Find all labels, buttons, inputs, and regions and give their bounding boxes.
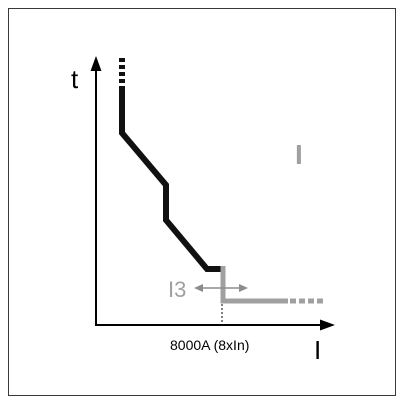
y-axis-label: t — [71, 64, 79, 94]
adjustment-arrow-icon — [194, 284, 248, 292]
trip-curve-line — [119, 88, 224, 272]
y-axis-arrowhead — [90, 56, 102, 71]
trip-curve — [119, 58, 224, 272]
x-axis-label: I — [314, 335, 321, 365]
instantaneous-curve — [220, 266, 326, 304]
axes — [90, 56, 335, 331]
instantaneous-curve-line — [220, 266, 288, 304]
x-axis-arrowhead — [320, 319, 335, 331]
region-label: I — [295, 139, 303, 170]
x-tick-label: 8000A (8xIn) — [170, 337, 249, 353]
diagram-frame — [8, 8, 396, 396]
setting-label: I3 — [168, 277, 186, 302]
